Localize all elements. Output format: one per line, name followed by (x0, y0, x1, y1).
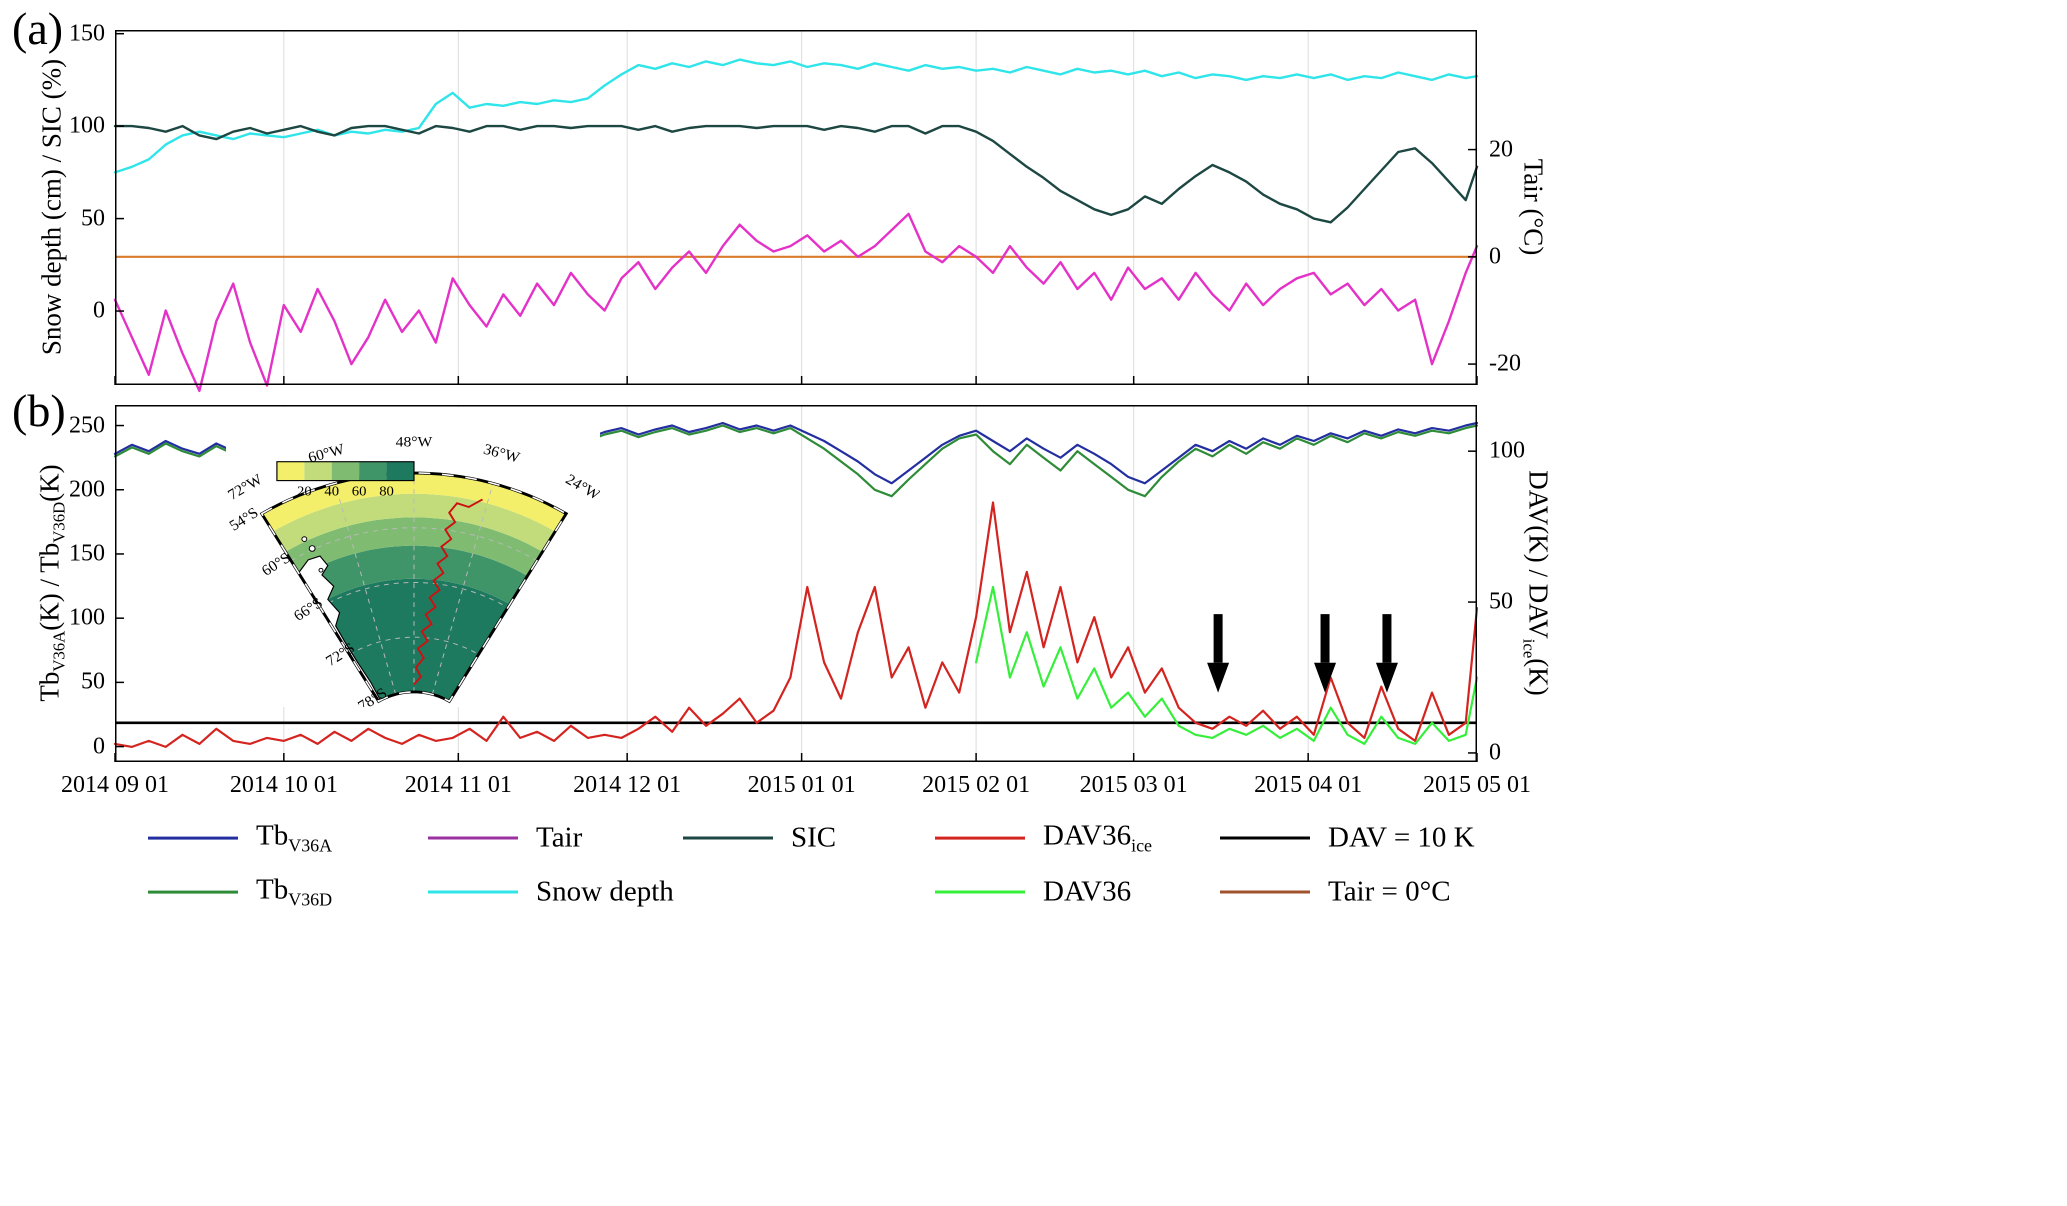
panel-b-ylabel-right: DAV(K) / DAVice(K) (1519, 470, 1554, 696)
series-tair (113, 212, 1479, 393)
map-lon-label: 72°W (226, 471, 266, 504)
svg-text:80: 80 (379, 484, 394, 500)
legend-label: Tair = 0°C (1328, 875, 1451, 908)
legend-label: DAV36ice (1043, 819, 1153, 856)
y-tick-label: 200 (69, 476, 105, 503)
map-lon-label: 36°W (482, 441, 522, 467)
y-tick-label: -20 (1489, 350, 1521, 377)
x-tick-label: 2014 10 01 (229, 772, 338, 798)
map-lon-label: 48°W (396, 434, 433, 451)
legend-label: Snow depth (536, 875, 674, 908)
event-arrow-icon (1375, 614, 1398, 693)
legend-swatch (1220, 836, 1310, 840)
legend-swatch (148, 890, 238, 894)
svg-text:60: 60 (352, 484, 367, 500)
legend-label: Tair (536, 821, 583, 854)
y-tick-label: 0 (93, 733, 105, 760)
x-tick-label: 2014 12 01 (573, 772, 682, 798)
x-tick-label: 2015 05 01 (1423, 772, 1531, 798)
panel-a-plot (113, 30, 1479, 393)
event-arrow-icon (1314, 614, 1337, 693)
legend-label: DAV = 10 K (1328, 821, 1475, 854)
y-tick-label: 50 (81, 205, 105, 232)
x-tick-label: 2015 01 01 (747, 772, 856, 798)
land-polygon (459, 672, 567, 702)
map-lon-label: 24°W (563, 471, 600, 504)
y-tick-label: 50 (81, 668, 105, 695)
legend-label: SIC (791, 821, 837, 854)
legend-item: Snow depth (428, 876, 674, 909)
svg-text:40: 40 (324, 484, 339, 500)
legend-item: SIC (683, 822, 836, 855)
legend-label: TbV36A (256, 819, 333, 856)
legend-item: Tair = 0°C (1220, 876, 1451, 909)
legend-swatch (428, 890, 518, 894)
y-tick-label: 0 (1489, 739, 1501, 766)
legend-label: DAV36 (1043, 875, 1132, 908)
panel-a-letter: (a) (12, 3, 64, 54)
y-tick-label: 250 (69, 412, 105, 439)
x-tick-label: 2014 11 01 (404, 772, 512, 798)
series-snow-depth (113, 58, 1479, 174)
legend-item: Tair (428, 822, 582, 855)
y-tick-label: 20 (1489, 136, 1513, 163)
legend-swatch (428, 836, 518, 840)
panel-b-letter: (b) (12, 385, 66, 436)
y-tick-label: 50 (1489, 588, 1513, 615)
legend-swatch (148, 836, 238, 840)
y-tick-label: 100 (1489, 437, 1525, 464)
buoy-track (413, 498, 483, 685)
legend-swatch (935, 890, 1025, 894)
panel-a-ylabel-right: Tair (°C) (1518, 158, 1549, 256)
x-tick-label: 2015 04 01 (1254, 772, 1363, 798)
y-tick-label: 100 (69, 604, 105, 631)
series-sic (113, 124, 1479, 224)
legend-item: DAV36 (935, 876, 1131, 909)
y-tick-label: 0 (93, 297, 105, 324)
legend-item: DAV36ice (935, 820, 1152, 857)
legend-swatch (683, 836, 773, 840)
sic-colorbar: 20 40 60 80 (276, 461, 415, 500)
legend-item: TbV36A (148, 820, 332, 857)
series-dav36 (975, 585, 1479, 745)
y-tick-label: 100 (69, 112, 105, 139)
panel-a-ylabel-left: Snow depth (cm) / SIC (%) (36, 58, 67, 356)
legend-item: TbV36D (148, 874, 332, 911)
y-tick-label: 150 (69, 20, 105, 47)
panel-b-ylabel-left: TbV36A(K) / TbV36D(K) (34, 464, 69, 702)
event-arrow-icon (1207, 614, 1230, 693)
legend-swatch (935, 836, 1025, 840)
y-tick-label: 0 (1489, 243, 1501, 270)
y-tick-label: 150 (69, 540, 105, 567)
x-tick-label: 2015 03 01 (1079, 772, 1188, 798)
x-tick-label: 2014 09 01 (61, 772, 169, 798)
map-lat-label: 54°S (226, 504, 261, 534)
legend-swatch (1220, 890, 1310, 894)
inset-map: 20 40 60 80 72°W 60°W 48°W 36°W 24°W 54°S 60°S 66°S… (225, 407, 603, 715)
series-dav36ice (113, 501, 1479, 748)
legend-label: TbV36D (256, 873, 333, 910)
legend-item: DAV = 10 K (1220, 822, 1475, 855)
x-tick-label: 2015 02 01 (922, 772, 1031, 798)
svg-text:20: 20 (297, 484, 312, 500)
